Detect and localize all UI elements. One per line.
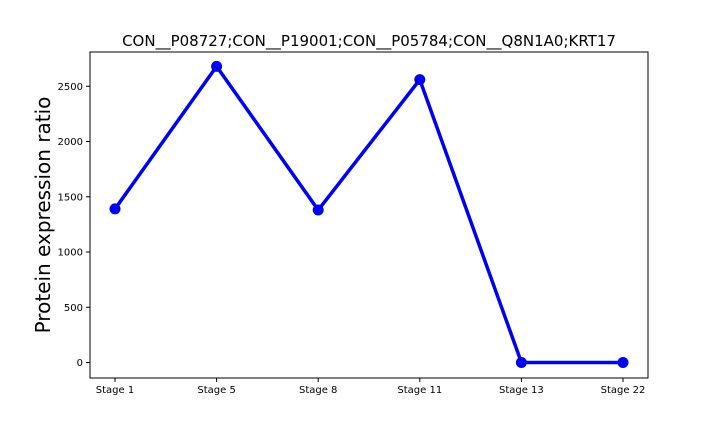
y-axis: 0 500 1000 1500 2000 2500 (58, 82, 90, 369)
data-point (312, 204, 324, 216)
x-tick-label: Stage 11 (397, 385, 442, 396)
x-tick-label: Stage 13 (499, 385, 544, 396)
data-point (211, 60, 223, 72)
plot-frame (89, 51, 649, 379)
x-tick-label: Stage 1 (96, 385, 134, 396)
y-tick-label: 2000 (58, 137, 83, 148)
y-tick-label: 500 (64, 303, 83, 314)
y-axis-label: Protein expression ratio (31, 97, 55, 334)
data-point (617, 357, 629, 369)
x-tick-label: Stage 5 (197, 385, 235, 396)
x-tick-label: Stage 22 (601, 385, 646, 396)
data-point (109, 203, 121, 215)
x-axis: Stage 1 Stage 5 Stage 8 Stage 11 Stage 13 Sta… (96, 378, 646, 396)
data-point (515, 357, 527, 369)
y-tick-label: 1000 (58, 248, 83, 259)
series-group (109, 60, 629, 369)
x-tick-label: Stage 8 (299, 385, 337, 396)
y-tick-label: 0 (77, 358, 83, 369)
y-tick-label: 2500 (58, 82, 83, 93)
y-tick-label: 1500 (58, 192, 83, 203)
series-line (113, 63, 623, 365)
chart-title: CON__P08727;CON__P19001;CON__P05784;CON_… (122, 32, 616, 51)
data-point (414, 74, 426, 86)
